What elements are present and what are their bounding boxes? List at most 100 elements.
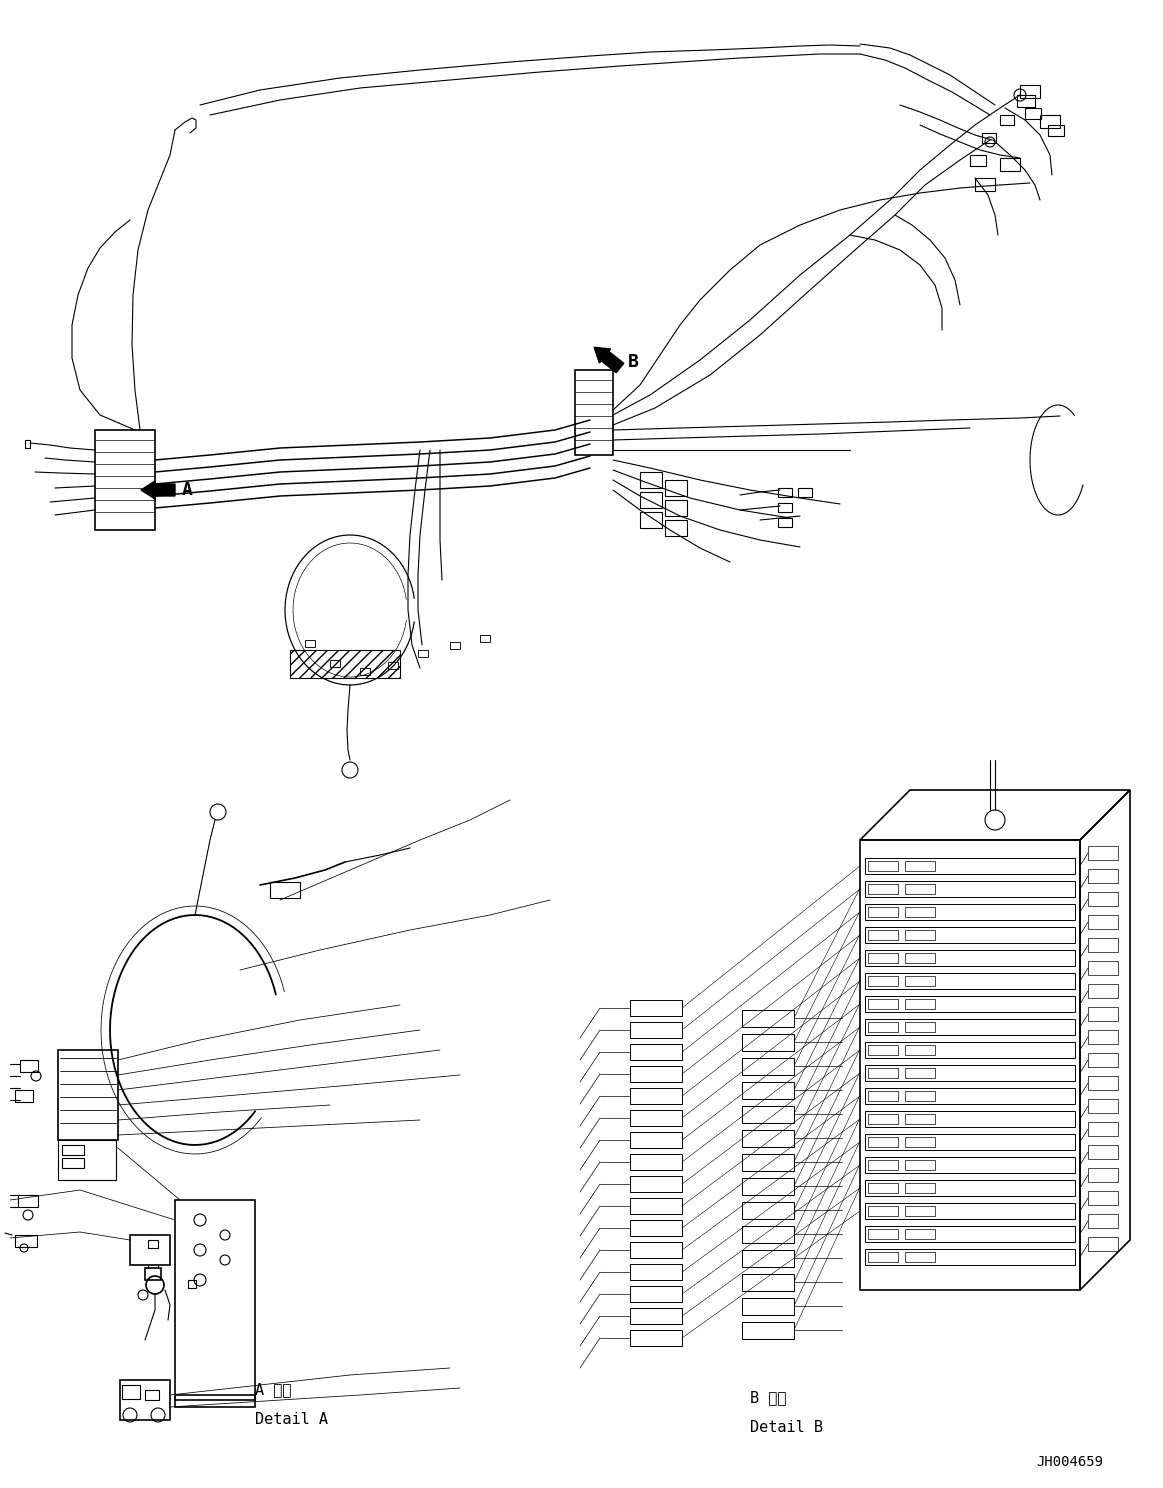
Bar (742, 1274, 794, 1292)
Bar (174, 1199, 255, 1400)
Text: A: A (181, 481, 193, 498)
Bar (1089, 1030, 1118, 1045)
Bar (1089, 891, 1118, 906)
Bar (865, 1158, 1075, 1173)
Bar (630, 1308, 682, 1324)
Bar (630, 1110, 682, 1126)
Bar (865, 973, 1075, 990)
Bar (1025, 109, 1041, 119)
Text: B: B (628, 353, 638, 371)
Bar (1000, 115, 1014, 125)
Text: JH004659: JH004659 (1036, 1455, 1104, 1469)
Bar (1089, 915, 1118, 929)
Bar (778, 503, 792, 512)
Bar (868, 1251, 898, 1262)
Bar (290, 650, 400, 679)
Bar (742, 1129, 794, 1147)
Bar (865, 1248, 1075, 1265)
Bar (62, 1144, 84, 1155)
Bar (742, 1226, 794, 1242)
Bar (630, 1176, 682, 1192)
Bar (868, 884, 898, 894)
Bar (148, 1240, 158, 1248)
Bar (630, 1263, 682, 1280)
Bar (868, 1022, 898, 1033)
Bar (270, 882, 300, 897)
Bar (418, 650, 428, 658)
Bar (742, 1298, 794, 1315)
Bar (865, 1088, 1075, 1104)
Bar (868, 1161, 898, 1170)
Bar (1089, 1076, 1118, 1091)
Bar (865, 949, 1075, 966)
Bar (1089, 1122, 1118, 1135)
Bar (665, 500, 687, 516)
Bar (1089, 937, 1118, 952)
Bar (742, 1178, 794, 1195)
Bar (640, 512, 662, 528)
Bar (630, 1132, 682, 1149)
Bar (145, 1390, 159, 1400)
Text: A 詳細: A 詳細 (255, 1382, 292, 1397)
Bar (630, 1155, 682, 1170)
Bar (742, 1058, 794, 1074)
FancyArrow shape (141, 481, 174, 498)
Bar (1089, 869, 1118, 882)
Bar (905, 1045, 935, 1055)
Bar (905, 976, 935, 987)
Bar (905, 1022, 935, 1033)
Bar (450, 641, 461, 649)
Bar (905, 1161, 935, 1170)
Bar (1089, 1054, 1118, 1067)
Bar (630, 1330, 682, 1347)
Bar (1000, 158, 1020, 171)
FancyArrow shape (594, 347, 623, 372)
Bar (1089, 1168, 1118, 1181)
Bar (868, 1205, 898, 1216)
Bar (1089, 1144, 1118, 1159)
Bar (742, 1321, 794, 1339)
Bar (1089, 1190, 1118, 1205)
Bar (630, 1198, 682, 1214)
Bar (778, 518, 792, 527)
Bar (388, 662, 398, 670)
Bar (1089, 1237, 1118, 1251)
Bar (58, 1051, 117, 1140)
Bar (742, 1010, 794, 1027)
Bar (905, 930, 935, 940)
Bar (630, 1088, 682, 1104)
Bar (868, 862, 898, 870)
Bar (1040, 115, 1059, 128)
Bar (868, 908, 898, 917)
Bar (62, 1158, 84, 1168)
Bar (865, 1226, 1075, 1242)
Bar (665, 519, 687, 536)
Bar (905, 1251, 935, 1262)
Bar (1089, 1214, 1118, 1228)
Bar (970, 155, 986, 167)
Bar (905, 1183, 935, 1193)
Bar (742, 1106, 794, 1123)
Bar (20, 1059, 38, 1071)
Bar (868, 998, 898, 1009)
Bar (865, 1112, 1075, 1126)
Bar (122, 1385, 140, 1399)
Bar (905, 1137, 935, 1147)
Bar (742, 1082, 794, 1100)
Bar (1089, 1100, 1118, 1113)
Bar (798, 488, 812, 497)
Bar (58, 1140, 116, 1180)
Bar (630, 1286, 682, 1302)
Bar (865, 1065, 1075, 1080)
Bar (742, 1034, 794, 1051)
Bar (630, 1242, 682, 1257)
Bar (305, 640, 315, 647)
Bar (1048, 125, 1064, 135)
Bar (905, 1091, 935, 1101)
Bar (905, 884, 935, 894)
Bar (865, 1019, 1075, 1036)
Bar (665, 481, 687, 496)
Bar (868, 1229, 898, 1240)
Bar (905, 998, 935, 1009)
Bar (742, 1202, 794, 1219)
